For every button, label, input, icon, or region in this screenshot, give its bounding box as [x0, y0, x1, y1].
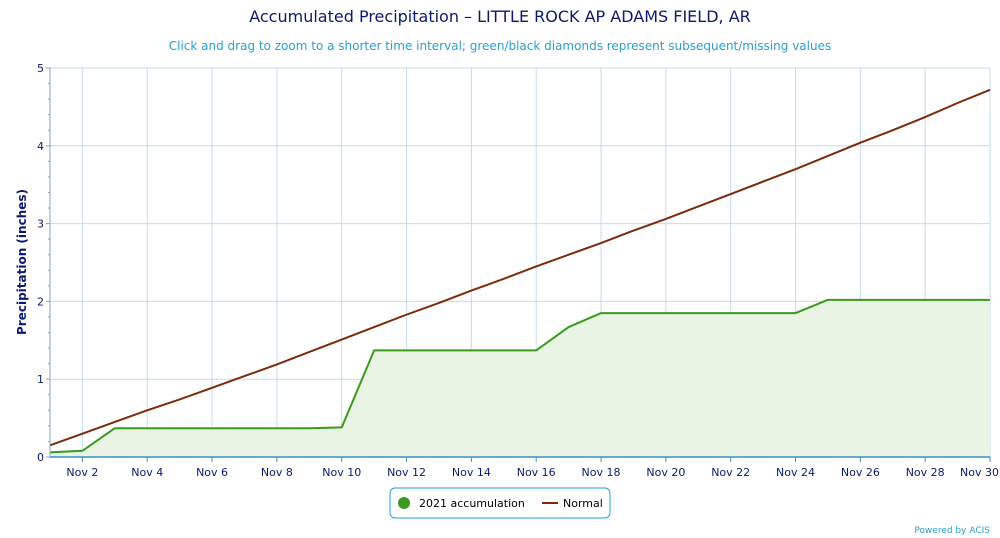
data-point-normal[interactable] [79, 431, 85, 437]
x-tick-label: Nov 12 [387, 466, 426, 479]
data-point-normal[interactable] [241, 373, 247, 379]
series-area-accumulation [50, 299, 990, 457]
data-point-accumulation[interactable] [663, 310, 669, 316]
data-point-normal[interactable] [663, 216, 669, 222]
data-point-accumulation[interactable] [760, 310, 766, 316]
data-point-normal[interactable] [306, 349, 312, 355]
data-point-normal[interactable] [274, 361, 280, 367]
x-tick-label: Nov 2 [66, 466, 98, 479]
x-tick-label: Nov 30 [960, 466, 999, 479]
data-point-normal[interactable] [630, 228, 636, 234]
x-tick-label: Nov 24 [776, 466, 815, 479]
legend[interactable]: 2021 accumulation Normal [389, 487, 611, 519]
data-point-normal[interactable] [468, 288, 474, 294]
data-point-accumulation[interactable] [79, 448, 85, 454]
y-axis-title: Precipitation (inches) [15, 189, 29, 335]
data-point-accumulation[interactable] [695, 310, 701, 316]
legend-item-normal[interactable]: Normal [542, 497, 603, 510]
data-point-accumulation[interactable] [274, 425, 280, 431]
data-point-accumulation[interactable] [857, 297, 863, 303]
data-point-normal[interactable] [890, 127, 896, 133]
data-point-normal[interactable] [598, 240, 604, 246]
series-line-accumulation[interactable] [49, 298, 990, 454]
data-point-accumulation[interactable] [404, 347, 410, 353]
data-point-accumulation[interactable] [177, 425, 183, 431]
data-point-normal[interactable] [922, 114, 928, 120]
data-point-accumulation[interactable] [533, 347, 539, 353]
data-point-accumulation[interactable] [339, 424, 345, 430]
x-tick-label: Nov 10 [322, 466, 361, 479]
y-tick-label: 2 [37, 295, 44, 308]
data-point-normal[interactable] [209, 385, 215, 391]
data-point-normal[interactable] [339, 337, 345, 343]
legend-marker-green-circle [398, 497, 410, 509]
x-tick-label: Nov 4 [131, 466, 163, 479]
data-point-accumulation[interactable] [144, 425, 150, 431]
data-point-accumulation[interactable] [436, 347, 442, 353]
data-point-accumulation[interactable] [922, 297, 928, 303]
x-tick-label: Nov 18 [582, 466, 621, 479]
data-point-accumulation[interactable] [987, 297, 993, 303]
data-point-normal[interactable] [857, 140, 863, 146]
data-point-accumulation[interactable] [468, 347, 474, 353]
data-point-accumulation[interactable] [371, 347, 377, 353]
legend-item-accumulation[interactable]: 2021 accumulation [398, 497, 525, 510]
data-point-accumulation[interactable] [825, 297, 831, 303]
data-point-accumulation[interactable] [209, 425, 215, 431]
data-point-normal[interactable] [177, 396, 183, 402]
data-point-normal[interactable] [436, 300, 442, 306]
x-tick-label: Nov 20 [646, 466, 685, 479]
x-tick-label: Nov 14 [452, 466, 491, 479]
plot-area[interactable] [47, 87, 993, 457]
data-point-normal[interactable] [825, 153, 831, 159]
data-point-normal[interactable] [501, 276, 507, 282]
legend-label-normal: Normal [563, 497, 603, 510]
data-point-normal[interactable] [760, 179, 766, 185]
data-point-normal[interactable] [793, 166, 799, 172]
y-tick-label: 0 [37, 451, 44, 464]
data-point-normal[interactable] [533, 263, 539, 269]
data-point-accumulation[interactable] [306, 425, 312, 431]
y-tick-label: 5 [37, 62, 44, 75]
chart-subtitle: Click and drag to zoom to a shorter time… [169, 39, 831, 53]
chart-title: Accumulated Precipitation – LITTLE ROCK … [249, 7, 751, 26]
data-point-accumulation[interactable] [728, 310, 734, 316]
legend-label-accumulation: 2021 accumulation [419, 497, 525, 510]
x-tick-label: Nov 22 [711, 466, 750, 479]
data-point-accumulation[interactable] [501, 347, 507, 353]
data-point-normal[interactable] [955, 100, 961, 106]
y-tick-label: 1 [37, 373, 44, 386]
data-point-normal[interactable] [728, 191, 734, 197]
axes: 0 1 2 3 4 5 Nov 2 Nov 4 Nov 6 Nov 8 Nov 10 Nov 12 No… [37, 62, 999, 479]
data-point-accumulation[interactable] [598, 310, 604, 316]
x-tick-label: Nov 8 [261, 466, 293, 479]
data-point-accumulation[interactable] [566, 324, 572, 330]
data-point-normal[interactable] [695, 203, 701, 209]
data-point-normal[interactable] [144, 407, 150, 413]
data-point-accumulation[interactable] [112, 425, 118, 431]
x-tick-label: Nov 16 [517, 466, 556, 479]
data-point-accumulation[interactable] [793, 310, 799, 316]
data-point-normal[interactable] [566, 252, 572, 258]
data-point-accumulation[interactable] [630, 310, 636, 316]
data-point-accumulation[interactable] [890, 297, 896, 303]
data-point-accumulation[interactable] [241, 425, 247, 431]
data-point-accumulation[interactable] [955, 297, 961, 303]
data-point-normal[interactable] [371, 324, 377, 330]
x-tick-label: Nov 28 [906, 466, 945, 479]
credits-link[interactable]: Powered by ACIS [914, 526, 990, 536]
data-point-normal[interactable] [112, 419, 118, 425]
data-point-normal[interactable] [987, 87, 993, 93]
y-tick-label: 3 [37, 218, 44, 231]
y-tick-label: 4 [37, 140, 44, 153]
series-line-normal[interactable] [49, 88, 991, 447]
x-tick-label: Nov 6 [196, 466, 228, 479]
legend-box [389, 487, 611, 519]
data-point-normal[interactable] [404, 312, 410, 318]
x-tick-label: Nov 26 [841, 466, 880, 479]
